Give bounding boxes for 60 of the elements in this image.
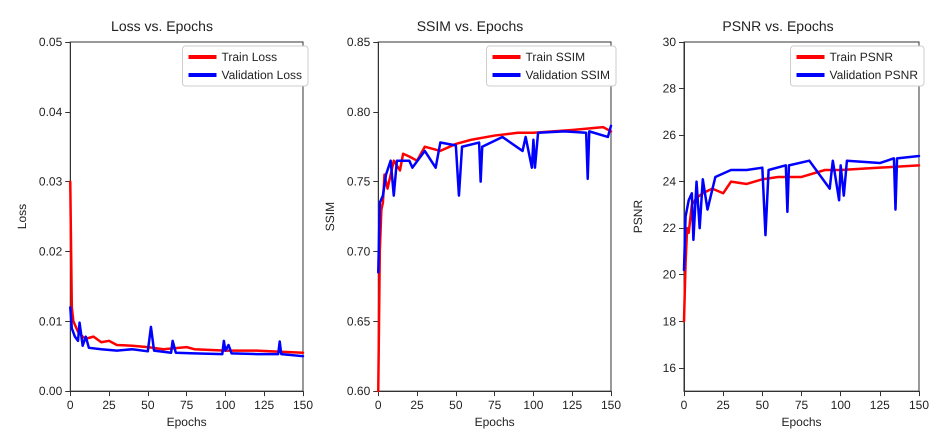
- y-tick-label: 28: [662, 82, 676, 96]
- y-tick-label: 0.80: [346, 104, 371, 119]
- line-series: [682, 154, 920, 272]
- x-tick-label: 100: [523, 398, 544, 412]
- x-tick-label: 50: [141, 398, 155, 412]
- x-tick-label: 0: [680, 398, 688, 412]
- y-tick-label: 0.04: [38, 104, 63, 119]
- y-tick-label: 26: [662, 128, 676, 142]
- legend-label: Validation Loss: [222, 68, 302, 82]
- line-series: [69, 180, 304, 354]
- legend-label: Train SSIM: [526, 50, 586, 64]
- x-tick-label: 0: [66, 398, 74, 412]
- y-tick-label: 20: [662, 268, 676, 282]
- y-tick-label: 22: [662, 221, 676, 236]
- x-tick-label: 75: [180, 398, 194, 412]
- chart-title: SSIM vs. Epochs: [416, 18, 524, 34]
- y-axis-title: Loss: [15, 204, 29, 230]
- x-tick-label: 100: [830, 398, 851, 412]
- x-tick-label: 150: [908, 398, 930, 412]
- y-tick-label: 0.75: [346, 174, 371, 189]
- y-tick-label: 0.60: [346, 384, 371, 398]
- y-tick-label: 0.85: [346, 35, 371, 49]
- chart-title: Loss vs. Epochs: [111, 18, 213, 34]
- legend-label: Validation SSIM: [526, 68, 610, 82]
- x-tick-label: 100: [215, 398, 236, 412]
- y-tick-label: 30: [662, 35, 676, 49]
- legend-label: Validation PSNR: [830, 68, 918, 82]
- y-tick-label: 0.05: [38, 35, 63, 49]
- x-tick-label: 75: [794, 398, 808, 412]
- x-tick-label: 125: [254, 398, 275, 412]
- legend-label: Train Loss: [222, 50, 278, 64]
- y-tick-label: 0.01: [38, 314, 63, 328]
- y-axis-title: SSIM: [323, 202, 337, 232]
- x-tick-label: 25: [410, 398, 424, 412]
- y-tick-label: 24: [662, 174, 676, 189]
- chart-title: PSNR vs. Epochs: [722, 18, 834, 34]
- y-tick-label: 0.00: [38, 384, 63, 398]
- y-tick-label: 0.65: [346, 314, 371, 328]
- line-series: [377, 124, 612, 274]
- y-axis-title: PSNR: [631, 200, 645, 234]
- x-tick-label: 50: [449, 398, 463, 412]
- x-tick-label: 0: [374, 398, 382, 412]
- x-tick-label: 25: [716, 398, 730, 412]
- y-tick-label: 16: [662, 360, 676, 375]
- x-tick-label: 75: [488, 398, 502, 412]
- y-tick-label: 0.03: [38, 174, 63, 189]
- x-tick-label: 125: [870, 398, 890, 412]
- x-axis-title: Epochs: [166, 415, 207, 429]
- legend-label: Train PSNR: [830, 50, 894, 64]
- x-tick-label: 150: [600, 398, 622, 412]
- y-tick-label: 0.02: [38, 244, 63, 258]
- line-series: [69, 306, 304, 358]
- x-axis-title: Epochs: [781, 415, 822, 429]
- x-tick-label: 25: [102, 398, 116, 412]
- x-tick-label: 125: [562, 398, 583, 412]
- y-tick-label: 0.70: [346, 244, 371, 258]
- x-tick-label: 150: [292, 398, 314, 412]
- y-tick-label: 18: [662, 314, 676, 328]
- x-axis-title: Epochs: [474, 415, 515, 429]
- x-tick-label: 50: [756, 398, 770, 412]
